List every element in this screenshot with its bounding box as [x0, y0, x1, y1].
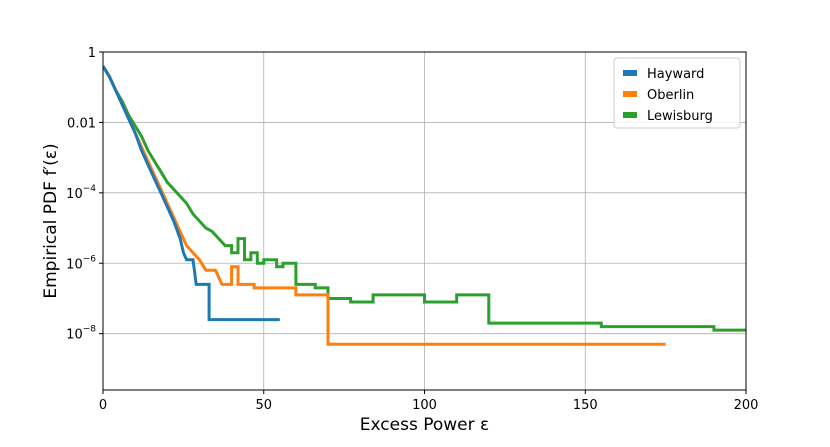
x-tick-label: 200 [734, 398, 759, 413]
legend-box [613, 57, 741, 129]
y-tick-label: 10−8 [66, 325, 96, 343]
y-tick-base: 10 [66, 257, 83, 272]
y-tick-exponent: −4 [83, 184, 97, 194]
series-lines [103, 65, 746, 346]
y-tick-label: 1 [88, 46, 96, 61]
legend-swatch-lewisburg [623, 112, 637, 118]
legend-label: Oberlin [647, 88, 694, 103]
y-tick-base: 0.01 [67, 116, 96, 131]
x-tick-label: 0 [99, 398, 107, 413]
x-tick-label: 100 [412, 398, 437, 413]
legend-swatch-hayward [623, 70, 637, 76]
x-tick-label: 50 [255, 398, 272, 413]
y-tick-base: 10 [66, 187, 83, 202]
legend-label: Hayward [647, 67, 704, 82]
legend-label: Lewisburg [647, 109, 713, 124]
y-tick-base: 10 [66, 328, 83, 343]
series-line-lewisburg [103, 65, 746, 332]
y-tick-exponent: −6 [83, 254, 97, 264]
y-tick-label: 0.01 [67, 116, 96, 131]
x-axis-label: Excess Power ε [360, 415, 489, 435]
legend: Hayward Oberlin Lewisburg [613, 57, 741, 129]
x-tick-label: 150 [573, 398, 598, 413]
y-axis-label: Empirical PDF f′(ε) [41, 143, 61, 298]
y-tick-label: 10−4 [66, 184, 96, 202]
y-tick-label: 10−6 [66, 254, 96, 272]
series-line-hayward [103, 65, 280, 322]
legend-swatch-oberlin [623, 91, 637, 97]
y-tick-exponent: −8 [83, 325, 97, 335]
y-tick-base: 1 [88, 46, 96, 61]
